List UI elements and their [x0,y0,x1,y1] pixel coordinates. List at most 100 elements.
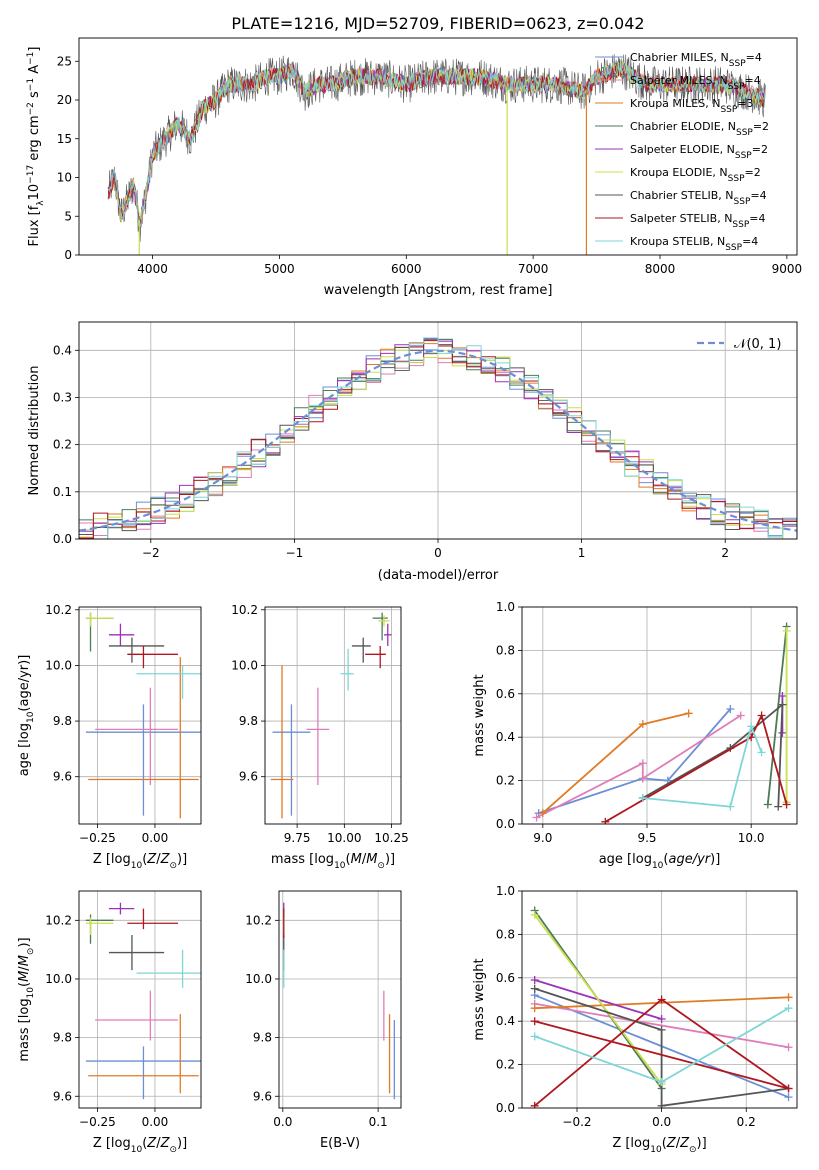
label-part: 10 [27,184,42,201]
legend-label: Chabrier MILES, NSSP=4 [630,51,762,69]
label-part: Salpeter MILES, N [630,74,728,87]
mass_vs_ebv-marks [283,902,395,1100]
y-axis-label: mass [log10(M/M⊙)] [17,937,36,1061]
weight-point-marker [757,748,766,757]
label-part: ⊙ [169,1145,177,1155]
x-tick-label: 9.75 [284,831,311,845]
legend-label: Kroupa ELODIE, NSSP=2 [630,166,761,184]
y-tick-label: 0.1 [53,485,72,499]
legend-label: Chabrier STELIB, NSSP=4 [630,189,767,207]
mass_vs_Z-axes: −0.25 0.00 9.6 9.8 10.0 10.2 [45,890,202,1129]
label-part: SSP [734,197,751,207]
weight-point-marker [538,809,547,818]
y-tick-label: 0.8 [496,927,515,941]
label-part: (age/yr)] [17,655,32,712]
label-part: −2 [26,102,36,115]
label-part: =3 [737,97,753,110]
weight_vs_Z-axes: −0.2 0.0 0.2 0.0 0.2 0.4 0.6 0.8 1.0 [496,884,798,1129]
label-part: ] [27,47,42,52]
weight-series-line [534,1002,789,1049]
age_vs_Z-axes: −0.25 0.00 9.6 9.8 10.0 10.2 [45,603,202,845]
weight-series-line [642,723,763,808]
label-part: M [366,852,377,867]
label-part: Z [160,852,171,867]
weight-point-marker [638,759,647,768]
y-tick-label: 9.6 [253,1089,272,1103]
weight-point-marker [657,1015,666,1024]
label-part: ( [662,1136,667,1151]
label-part: Flux [f [27,205,42,246]
label-part: Kroupa STELIB, N [630,235,725,248]
label-part: Salpeter STELIB, N [630,212,732,225]
label-part: −1 [26,52,36,65]
label-part: Salpeter ELODIE, N [630,143,735,156]
y-tick-label: 0.0 [496,817,515,831]
y-tick-label: 20 [57,93,72,107]
label-part: Z [log [93,852,131,867]
legend-label: Salpeter STELIB, NSSP=4 [630,212,766,230]
weight-series-line [766,626,788,805]
x-tick-label: 9.5 [637,831,656,845]
label-part: λ [36,200,46,206]
y-tick-label: 0.6 [496,971,515,985]
label-part: SSP [736,128,753,138]
label-part: Z [160,1136,171,1151]
label-part: )] [710,852,720,867]
weight-series-line [536,714,742,819]
label-part: 10 [334,861,346,871]
label-part: mass [log [17,998,32,1061]
label-part: 10 [652,861,664,871]
x-tick-label: 5000 [264,262,295,276]
label-part: age [log [17,723,32,776]
label-part: / [362,852,367,867]
label-part: 10 [650,1145,662,1155]
label-part: SSP [732,220,749,230]
label-part: ⊙ [26,948,36,956]
spectrum-series-line [107,62,766,230]
x-tick-label: 6000 [391,262,422,276]
label-part: Z [146,852,157,867]
label-part: =2 [752,143,768,156]
x-axis-label: Z [log10(Z/Z⊙)] [93,1136,187,1155]
mass_vs_Z-marks [85,902,201,1100]
y-tick-label: 10.2 [245,913,272,927]
label-part: / [156,852,161,867]
label-part: Z [679,1136,690,1151]
y-tick-label: 9.6 [239,770,258,784]
weight-series-line [534,987,789,1107]
weight-point-marker [784,1043,793,1052]
weight-point-marker [726,802,735,811]
label-part: ( [142,852,147,867]
axes-frame [78,890,202,1109]
weight-point-marker [778,728,787,737]
x-tick-label: −0.25 [79,831,116,845]
weight-series-line [533,914,663,1085]
label-part: ⊙ [169,861,177,871]
label-part: )] [177,1136,187,1151]
weight_vs_age-marks [532,622,791,824]
y-tick-label: 1.0 [496,600,515,614]
weight-point-marker [530,975,539,984]
axes-frame [78,37,798,256]
normal-curve [79,349,797,532]
x-tick-label: 0.0 [652,1115,671,1129]
label-part: ( [346,852,351,867]
weight-point-marker [530,984,539,993]
y-tick-label: 0.4 [496,1014,515,1028]
x-tick-label: 0.1 [369,1115,388,1129]
label-part: Z [log [93,1136,131,1151]
weight_vs_age-axes: 9.0 9.5 10.0 0.0 0.2 0.4 0.6 0.8 1.0 [496,600,798,845]
x-axis-label: (data-model)/error [378,568,499,583]
y-axis-label: age [log10(age/yr)] [17,655,36,777]
axes-frame [521,606,798,825]
weight-point-marker [774,802,783,811]
weight-series-line [538,708,731,814]
label-part: / [156,1136,161,1151]
residuals-marks [79,337,797,539]
weight-series-line [534,998,790,1107]
weight-point-marker [532,813,541,822]
y-tick-label: 9.6 [53,1089,72,1103]
label-part: =2 [753,120,769,133]
weight-point-marker [782,626,791,635]
